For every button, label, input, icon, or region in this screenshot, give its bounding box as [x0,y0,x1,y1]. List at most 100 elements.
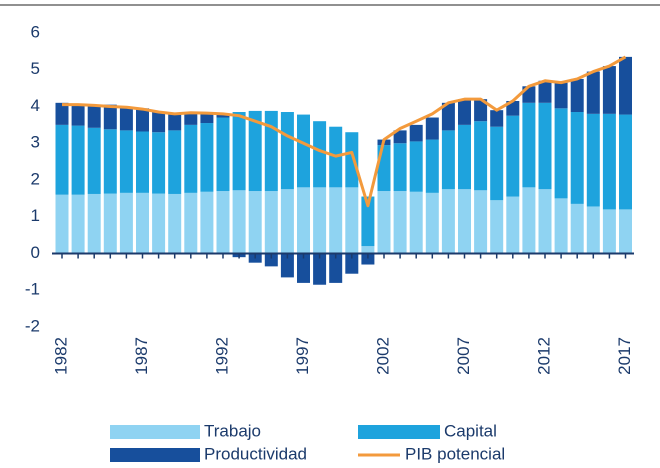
bar [71,104,85,126]
bar [119,192,133,254]
bar [425,192,439,254]
bar [264,253,278,267]
bar [345,253,359,274]
bar [441,189,455,254]
bar [506,196,520,254]
x-tick-label: 2012 [534,337,553,375]
bar [71,194,85,254]
y-tick-label: 3 [31,133,40,152]
y-tick-label: -2 [25,316,40,335]
bar [554,198,568,254]
line [62,55,627,208]
legend-label: Capital [444,421,497,440]
bar [55,124,69,195]
bar [586,71,600,114]
bar [200,191,214,254]
bar [586,206,600,254]
legend-label: PIB potencial [405,444,505,463]
bar [490,200,504,254]
bar [297,253,310,283]
bar [119,106,133,131]
bar [280,112,294,190]
bar [329,187,343,254]
bar [87,104,101,128]
bar [313,253,327,285]
bar [409,191,423,254]
bar [216,117,230,192]
bar [345,187,359,254]
bar [345,132,359,188]
bar [522,102,536,188]
bar [425,117,439,140]
bar [441,102,455,131]
y-tick-label: 4 [31,96,40,115]
y-tick-label: 5 [31,59,40,78]
bar [313,121,327,188]
bar [409,124,423,142]
bar [361,246,375,254]
bar [216,191,230,254]
bar [55,194,69,254]
bar [474,121,488,191]
bar [184,124,198,193]
x-tick-label: 2007 [454,337,473,375]
y-tick-label: 6 [31,22,40,41]
bar [152,193,166,254]
bar [586,113,600,207]
bar [361,196,375,247]
bar [619,114,632,210]
bar [602,66,616,114]
bar [103,104,117,130]
bar [136,192,149,254]
bar [313,187,327,254]
bar [393,143,407,192]
bar [248,191,262,254]
bar [87,127,101,194]
bar [103,193,117,254]
bar [264,191,278,254]
bar [458,124,471,190]
legend-swatch [110,425,200,439]
bar [280,189,294,254]
bar [522,187,536,254]
bar [329,253,343,283]
bar [87,193,101,254]
bar [136,131,149,193]
bar [570,78,584,113]
bar [232,112,246,191]
x-tick-label: 1997 [293,337,312,375]
bar [602,113,616,210]
legend-label: Trabajo [204,421,261,440]
bar [570,112,584,204]
bar [619,56,632,115]
bar [152,112,166,133]
bar [168,193,182,254]
x-tick-label: 2002 [373,337,392,375]
y-tick-label: 2 [31,169,40,188]
bar [425,139,439,193]
x-tick-label: 1982 [51,337,70,375]
bar [458,189,471,254]
bar [103,129,117,194]
bar [297,187,310,254]
y-tick-label: -1 [25,280,40,299]
bar [168,113,182,131]
bar [377,191,391,254]
bar [136,108,149,132]
bar [490,110,504,127]
bar [216,113,230,118]
bar [554,108,568,199]
bar [280,253,294,278]
bar [506,100,520,116]
y-tick-label: 0 [31,243,40,262]
bar [458,99,471,125]
bar [232,190,246,254]
bar [409,141,423,192]
bar [200,123,214,192]
bar [538,102,552,190]
bar [474,190,488,254]
bar [506,115,520,197]
bar [184,192,198,254]
bar [264,110,278,192]
